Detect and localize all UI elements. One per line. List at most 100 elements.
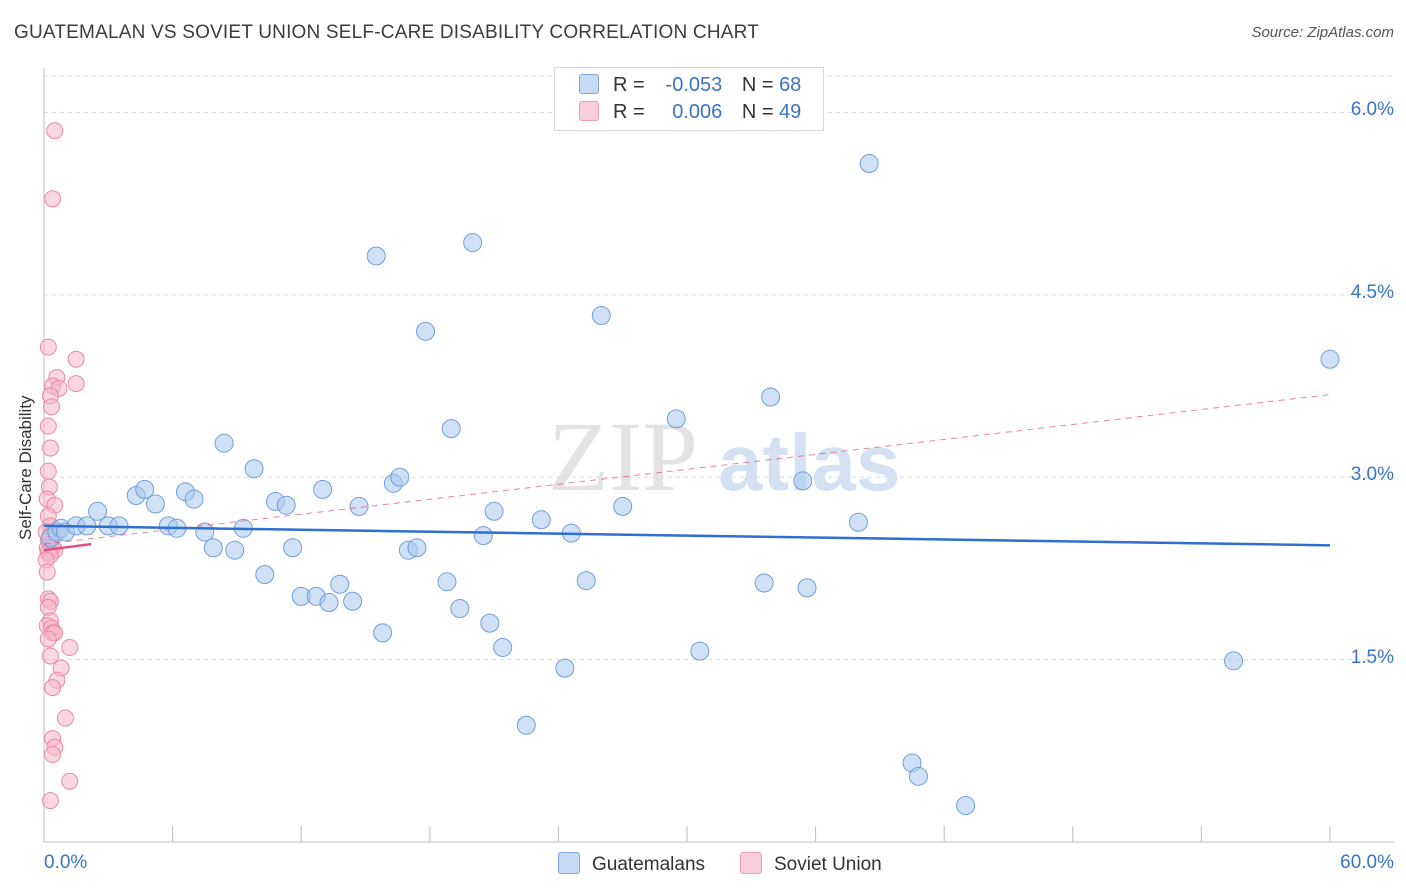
guatemalan-point	[1320, 349, 1340, 369]
guatemalan-point	[493, 637, 513, 657]
soviet-union-point	[41, 647, 59, 665]
y-tick-label: 3.0%	[1350, 464, 1394, 486]
soviet-union-points	[37, 122, 85, 810]
guatemalan-point	[416, 321, 436, 341]
bottom-legend-soviet-union: Soviet Union	[740, 852, 882, 876]
soviet-union-trend-dashed	[43, 394, 1331, 545]
guatemalan-point	[145, 494, 165, 514]
bottom-legend-label: Guatemalans	[592, 854, 706, 875]
guatemalan-point	[480, 613, 500, 633]
guatemalan-point	[908, 766, 928, 786]
guatemalan-point	[343, 591, 363, 611]
guatemalan-point	[484, 501, 504, 521]
legend-n-label: N =	[741, 101, 774, 123]
guatemalan-point	[349, 496, 369, 516]
legend-row-soviet-union: R = 0.006 N = 49	[579, 101, 801, 127]
legend-n-value: 49	[779, 101, 802, 123]
guatemalan-point	[407, 538, 427, 558]
guatemalan-point	[1224, 651, 1244, 671]
y-axis-label: Self-Care Disability	[16, 395, 35, 540]
guatemalan-point	[390, 467, 410, 487]
guatemalan-point	[313, 479, 333, 499]
guatemalan-point	[859, 154, 879, 174]
guatemalan-point	[276, 495, 296, 515]
legend-swatch-blue	[579, 74, 599, 94]
legend-row-guatemalans: R = -0.053 N = 68	[579, 74, 801, 100]
bottom-legend-guatemalans: Guatemalans	[558, 852, 705, 876]
guatemalan-point	[225, 540, 245, 560]
bottom-legend-swatch-blue	[558, 852, 580, 874]
guatemalan-point	[761, 387, 781, 407]
guatemalan-point	[214, 433, 234, 453]
guatemalan-point	[366, 246, 386, 266]
soviet-union-point	[41, 792, 59, 810]
guatemalan-point	[244, 459, 264, 479]
guatemalan-point	[373, 623, 393, 643]
legend-r-value: 0.006	[672, 101, 723, 123]
guatemalan-trend-line	[43, 524, 1331, 547]
legend-swatch-pink	[579, 101, 599, 121]
guatemalan-point	[576, 571, 596, 591]
guatemalan-point	[463, 233, 483, 253]
soviet-union-point	[56, 709, 74, 727]
guatemalan-point	[516, 715, 536, 735]
soviet-union-point	[41, 439, 59, 457]
guatemalan-point	[450, 599, 470, 619]
guatemalan-point	[441, 419, 461, 439]
bottom-legend-label: Soviet Union	[774, 854, 882, 875]
soviet-union-point	[44, 190, 62, 208]
legend-n-value: 68	[779, 74, 802, 96]
guatemalan-point	[135, 479, 155, 499]
guatemalan-point	[591, 306, 611, 326]
soviet-union-point	[44, 679, 62, 697]
source-label: Source: ZipAtlas.com	[1251, 24, 1394, 41]
soviet-union-point	[39, 462, 57, 480]
soviet-union-point	[67, 375, 85, 393]
legend-r-label: R =	[613, 74, 645, 96]
guatemalan-point	[283, 538, 303, 558]
watermark: ZIP atlas	[548, 401, 900, 512]
legend-r-value: -0.053	[665, 74, 723, 96]
grid-lines	[44, 75, 1394, 661]
guatemalan-point	[203, 538, 223, 558]
soviet-union-point	[67, 350, 85, 368]
soviet-union-point	[43, 398, 61, 416]
soviet-union-point	[61, 638, 79, 656]
guatemalan-point	[666, 409, 686, 429]
guatemalan-point	[88, 501, 108, 521]
correlation-legend: R = -0.053 N = 68 R = 0.006 N = 49	[554, 67, 824, 131]
legend-n-label: N =	[741, 74, 774, 96]
chart-title: GUATEMALAN VS SOVIET UNION SELF-CARE DIS…	[14, 22, 760, 43]
guatemalan-point	[956, 796, 976, 816]
guatemalan-point	[437, 572, 457, 592]
axes	[43, 68, 1394, 843]
soviet-union-point	[39, 417, 57, 435]
guatemalan-point	[793, 471, 813, 491]
trend-lines	[43, 394, 1331, 552]
guatemalan-point	[754, 573, 774, 593]
guatemalan-point	[184, 489, 204, 509]
guatemalan-point	[555, 658, 575, 678]
soviet-union-point	[61, 772, 79, 790]
y-tick-label: 6.0%	[1350, 99, 1394, 121]
guatemalan-point	[319, 592, 339, 612]
guatemalan-point	[848, 512, 868, 532]
guatemalan-point	[330, 574, 350, 594]
legend-r-label: R =	[613, 101, 645, 123]
guatemalan-point	[531, 510, 551, 530]
soviet-union-trend-line	[43, 542, 92, 552]
bottom-legend-swatch-pink	[740, 852, 762, 874]
soviet-union-point	[44, 745, 62, 763]
guatemalan-point	[473, 526, 493, 546]
y-tick-label: 1.5%	[1350, 646, 1394, 668]
x-tick-label-min: 0.0%	[44, 852, 88, 873]
soviet-union-point	[39, 630, 57, 648]
guatemalan-point	[613, 496, 633, 516]
soviet-union-point	[46, 122, 64, 140]
guatemalan-point	[797, 578, 817, 598]
soviet-union-point	[39, 338, 57, 356]
y-tick-label: 4.5%	[1350, 281, 1394, 303]
x-tick-label-max: 60.0%	[1340, 852, 1394, 873]
guatemalan-point	[255, 565, 275, 585]
